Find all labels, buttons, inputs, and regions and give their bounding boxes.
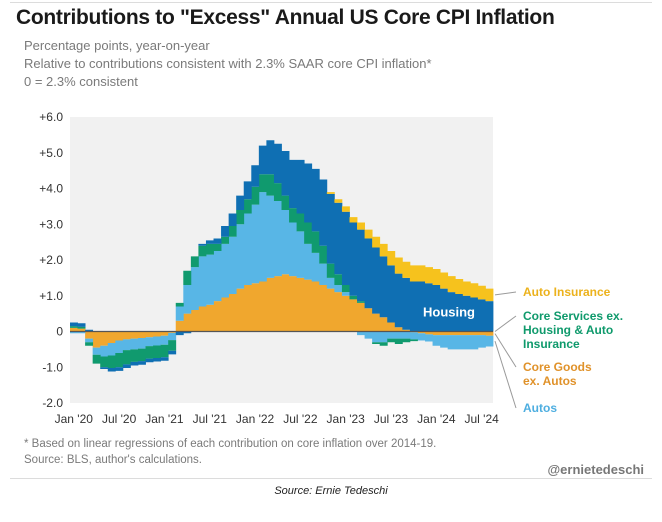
- y-tick-label: +6.0: [39, 110, 63, 124]
- legend-leader-core_goods: [494, 333, 517, 368]
- housing-annotation: Housing: [423, 305, 475, 320]
- x-tick-label: Jul '22: [283, 412, 318, 426]
- area-autos: [70, 192, 494, 357]
- legend-label-core_services: Insurance: [523, 337, 580, 351]
- x-tick-label: Jan '21: [145, 412, 184, 426]
- y-tick-label: +4.0: [39, 182, 63, 196]
- legend-label-autos: Autos: [523, 401, 557, 415]
- bottom-border-line: [10, 478, 652, 479]
- area-core_services: [70, 174, 418, 368]
- chart-title: Contributions to "Excess" Annual US Core…: [16, 6, 555, 29]
- legend-leader-autos: [494, 341, 517, 409]
- area-auto_insurance: [326, 192, 494, 302]
- legend-label-core_goods: ex. Autos: [523, 374, 577, 388]
- x-tick-label: Jan '20: [55, 412, 94, 426]
- area-core_goods: [70, 274, 494, 348]
- legend-label-auto_insurance: Auto Insurance: [523, 285, 611, 299]
- y-tick-label: +1.0: [39, 289, 63, 303]
- y-tick-label: +5.0: [39, 146, 63, 160]
- area-housing: [70, 140, 494, 372]
- legend-leader-auto_insurance: [494, 291, 517, 296]
- legend-label-core_services: Housing & Auto: [523, 323, 613, 337]
- x-tick-label: Jul '24: [465, 412, 500, 426]
- x-tick-label: Jul '21: [193, 412, 228, 426]
- x-tick-label: Jan '22: [236, 412, 275, 426]
- legend-label-core_services: Core Services ex.: [523, 309, 623, 323]
- footnote-source: Source: BLS, author's calculations.: [24, 454, 202, 466]
- x-tick-label: Jul '20: [102, 412, 137, 426]
- source-caption: Source: Ernie Tedeschi: [274, 485, 388, 497]
- subtitle-line-3: 0 = 2.3% consistent: [24, 74, 138, 89]
- x-tick-label: Jan '24: [417, 412, 456, 426]
- x-tick-label: Jan '23: [327, 412, 366, 426]
- stacked-area-chart: -2.0 -1.0 0 +1.0 +2.0 +3.0 +4.0 +5.0 +6.0 Jan '20…: [39, 110, 623, 426]
- subtitle-line-2: Relative to contributions consistent wit…: [24, 56, 432, 71]
- y-tick-label: +2.0: [39, 253, 63, 267]
- y-tick-label: 0: [56, 325, 63, 339]
- author-handle: @ernietedeschi: [547, 462, 645, 477]
- legend-label-core_goods: Core Goods: [523, 360, 592, 374]
- legend-leader-core_services: [494, 315, 517, 332]
- y-tick-label: +3.0: [39, 217, 63, 231]
- subtitle-line-1: Percentage points, year-on-year: [24, 38, 210, 53]
- top-border-line: [10, 2, 652, 3]
- footnote-method: * Based on linear regressions of each co…: [24, 438, 437, 450]
- y-tick-label: -1.0: [42, 360, 63, 374]
- y-tick-label: -2.0: [42, 396, 63, 410]
- x-tick-label: Jul '23: [374, 412, 409, 426]
